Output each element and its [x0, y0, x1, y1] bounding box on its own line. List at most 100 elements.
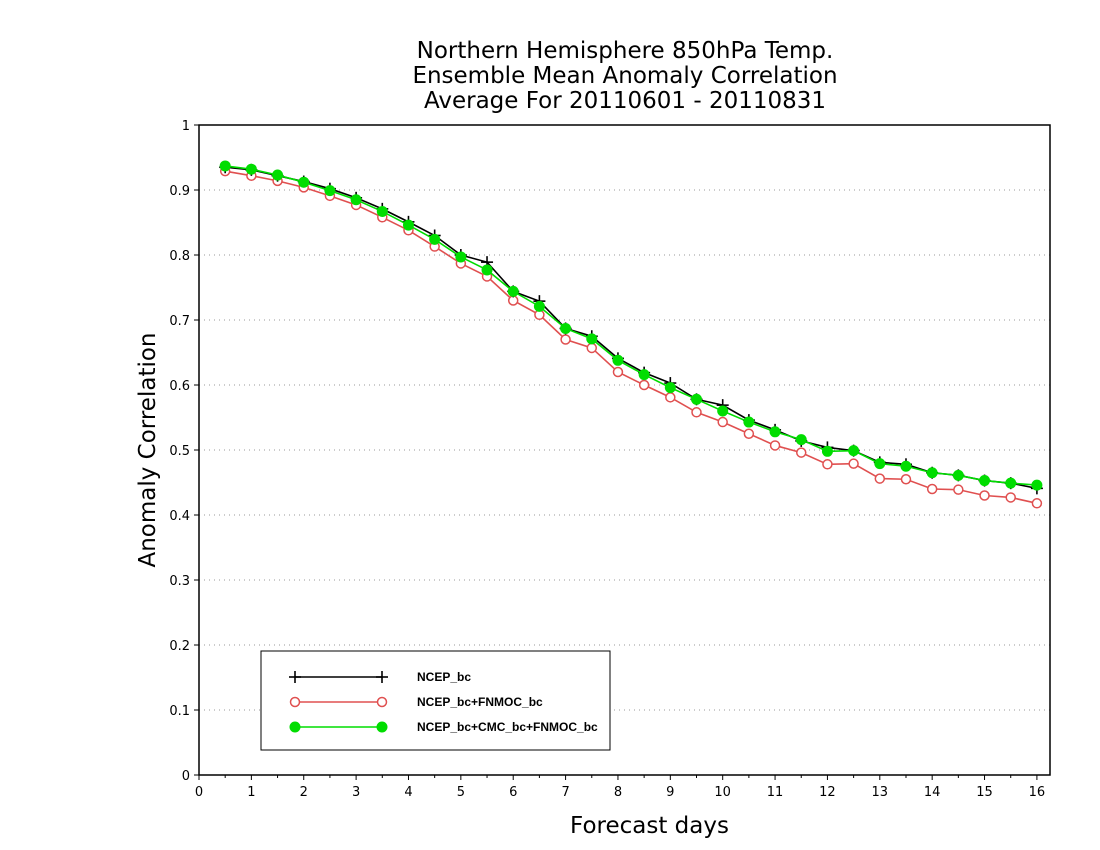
- open-circle-marker: [743, 428, 755, 439]
- x-tick-label: 6: [509, 785, 517, 800]
- filled-circle-marker: [376, 721, 388, 733]
- filled-circle-marker: [769, 426, 781, 438]
- chart-title-line-1: Northern Hemisphere 850hPa Temp.: [416, 38, 834, 64]
- open-circle-marker: [560, 334, 571, 345]
- open-circle-marker: [691, 407, 702, 418]
- filled-circle-marker: [821, 445, 833, 457]
- y-tick-label: 0.2: [169, 639, 190, 654]
- filled-circle-marker: [272, 169, 284, 181]
- axis-ticks: 00.10.20.30.40.50.60.70.80.910 1 2 3 4 5 6 7 8 9 1…: [169, 119, 1045, 800]
- open-circle-marker: [612, 366, 624, 378]
- series-line: [225, 165, 1037, 486]
- y-tick-label: 0.3: [169, 574, 190, 589]
- x-tick-label: 4: [404, 785, 412, 800]
- open-circle-marker: [586, 342, 598, 354]
- x-tick-label: 14: [924, 785, 941, 800]
- x-tick-label: 10: [714, 785, 731, 800]
- x-tick-label: 3: [352, 785, 360, 800]
- open-circle-marker: [638, 379, 650, 391]
- plus-marker: [376, 671, 388, 683]
- filled-circle-marker: [612, 354, 624, 366]
- filled-circle-marker: [376, 205, 388, 217]
- x-tick-label: 2: [300, 785, 308, 800]
- open-circle-marker: [289, 696, 301, 708]
- open-circle-marker: [953, 484, 964, 495]
- filled-circle-marker: [350, 194, 362, 206]
- x-tick-label: 5: [457, 785, 465, 800]
- filled-circle-marker: [402, 219, 414, 231]
- filled-circle-marker: [455, 251, 467, 263]
- filled-circle-marker: [586, 333, 598, 345]
- x-tick-label: 8: [614, 785, 622, 800]
- filled-circle-marker: [1031, 479, 1043, 491]
- y-tick-label: 0.9: [169, 184, 190, 199]
- series-line: [225, 166, 1038, 490]
- filled-circle-marker: [952, 469, 964, 481]
- filled-circle-marker: [219, 160, 231, 172]
- filled-circle-marker: [638, 369, 650, 381]
- x-tick-label: 0: [195, 785, 203, 800]
- x-tick-label: 15: [976, 785, 993, 800]
- x-tick-label: 11: [767, 785, 784, 800]
- filled-circle-marker: [900, 460, 912, 472]
- x-tick-label: 9: [666, 785, 674, 800]
- open-circle-marker: [769, 440, 781, 451]
- chart-title-line-2: Ensemble Mean Anomaly Correlation: [412, 63, 838, 89]
- series-ncep-bc-cmc-bc-fnmoc-bc: [219, 160, 1043, 491]
- open-circle-marker: [874, 473, 886, 484]
- open-circle-marker: [848, 458, 859, 469]
- filled-circle-marker: [691, 393, 703, 405]
- filled-circle-marker: [743, 416, 755, 428]
- filled-circle-marker: [717, 405, 729, 417]
- legend-label: NCEP_bc+CMC_bc+FNMOC_bc: [417, 720, 598, 734]
- y-tick-label: 0.6: [169, 379, 190, 394]
- open-circle-marker: [822, 459, 833, 470]
- legend-label: NCEP_bc: [417, 670, 471, 684]
- filled-circle-marker: [560, 322, 572, 334]
- y-tick-label: 0.8: [169, 249, 190, 264]
- chart-title-line-3: Average For 20110601 - 20110831: [423, 88, 827, 114]
- series-ncep-bc: [219, 161, 1043, 495]
- filled-circle-marker: [324, 185, 336, 197]
- filled-circle-marker: [926, 467, 938, 479]
- x-axis-title: Forecast days: [570, 813, 729, 839]
- y-tick-label: 0.5: [169, 444, 190, 459]
- y-tick-label: 0.4: [169, 509, 190, 524]
- open-circle-marker: [795, 447, 807, 458]
- filled-circle-marker: [848, 445, 860, 457]
- filled-circle-marker: [245, 163, 257, 175]
- filled-circle-marker: [874, 458, 886, 470]
- filled-circle-marker: [289, 721, 301, 733]
- open-circle-marker: [979, 490, 990, 501]
- open-circle-marker: [1031, 498, 1043, 509]
- legend-label: NCEP_bc+FNMOC_bc: [417, 695, 543, 709]
- open-circle-marker: [665, 392, 676, 403]
- filled-circle-marker: [298, 176, 310, 188]
- legend-entry: NCEP_bc+CMC_bc+FNMOC_bc: [289, 720, 598, 734]
- y-axis-title: Anomaly Correlation: [135, 332, 161, 567]
- open-circle-marker: [1005, 492, 1016, 503]
- filled-circle-marker: [507, 285, 519, 297]
- legend-entry: NCEP_bc+FNMOC_bc: [289, 695, 543, 709]
- filled-circle-marker: [429, 233, 441, 245]
- series-group: [219, 160, 1043, 509]
- filled-circle-marker: [664, 382, 676, 394]
- filled-circle-marker: [979, 475, 991, 487]
- open-circle-marker: [717, 416, 728, 428]
- filled-circle-marker: [795, 434, 807, 446]
- series-line: [225, 170, 1038, 505]
- x-tick-label: 12: [819, 785, 836, 800]
- x-tick-label: 1: [247, 785, 255, 800]
- x-tick-label: 7: [561, 785, 569, 800]
- plus-marker: [289, 671, 301, 683]
- filled-circle-marker: [533, 300, 545, 312]
- legend-box: [260, 650, 611, 751]
- x-tick-label: 16: [1029, 785, 1046, 800]
- y-tick-label: 0: [182, 769, 190, 784]
- legend-entry: NCEP_bc: [289, 670, 471, 684]
- y-tick-label: 0.7: [169, 314, 190, 329]
- y-tick-label: 1: [182, 119, 190, 134]
- open-circle-marker: [376, 696, 388, 708]
- open-circle-marker: [926, 483, 938, 495]
